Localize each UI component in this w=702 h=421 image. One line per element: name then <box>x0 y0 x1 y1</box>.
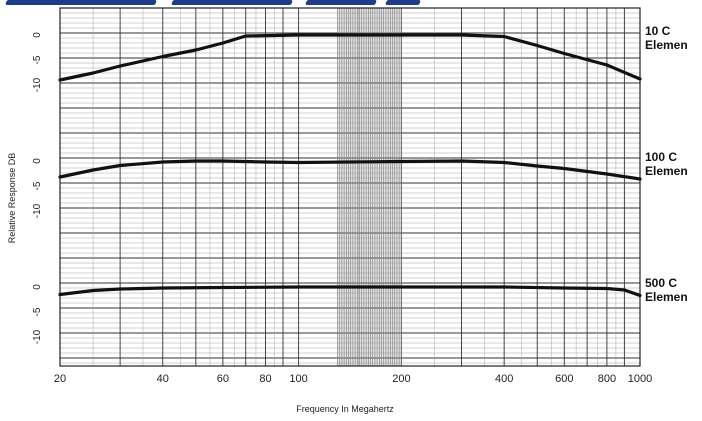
y-tick-label: -10 <box>32 77 43 92</box>
series-line <box>58 33 642 82</box>
series-label: Elemen <box>645 38 688 52</box>
x-tick-label: 80 <box>259 373 271 385</box>
x-tick-label: 400 <box>495 373 513 385</box>
grid <box>59 7 641 366</box>
series-line <box>58 285 642 298</box>
y-tick-label: -5 <box>32 181 43 190</box>
plot-border <box>59 7 641 367</box>
series-label: 500 C <box>645 276 677 290</box>
series-label: Elemen <box>645 164 688 178</box>
y-tick-label: 0 <box>32 158 43 164</box>
x-axis-label: Frequency In Megahertz <box>296 404 394 414</box>
x-tick-label: 600 <box>555 373 573 385</box>
y-tick-labels: 0 -5 -10 0 -5 -10 0 -5 -10 <box>32 32 43 344</box>
x-tick-label: 20 <box>54 373 66 385</box>
x-tick-label: 60 <box>217 373 229 385</box>
y-tick-label: -5 <box>32 307 43 316</box>
y-tick-label: 0 <box>32 284 43 290</box>
x-tick-label: 200 <box>392 373 410 385</box>
x-tick-label: 100 <box>289 373 307 385</box>
x-tick-label: 800 <box>598 373 616 385</box>
y-tick-label: -10 <box>32 203 43 218</box>
y-tick-label: -10 <box>32 329 43 344</box>
y-tick-label: -5 <box>32 55 43 64</box>
series-line <box>58 159 642 181</box>
series-label: Elemen <box>645 290 688 304</box>
plot-frame <box>59 7 641 367</box>
series-label: 100 C <box>645 150 677 164</box>
y-axis-label: Relative Response DB <box>7 153 17 244</box>
x-tick-label: 40 <box>157 373 169 385</box>
series-label: 10 C <box>645 24 671 38</box>
dense-grid-shade <box>337 8 402 366</box>
x-tick-label: 1000 <box>628 373 652 385</box>
y-tick-label: 0 <box>32 32 43 38</box>
dense-grid-band <box>337 8 402 366</box>
x-tick-labels: 20 40 60 80 100 200 400 600 800 1000 <box>54 373 652 385</box>
series-group <box>58 33 642 298</box>
